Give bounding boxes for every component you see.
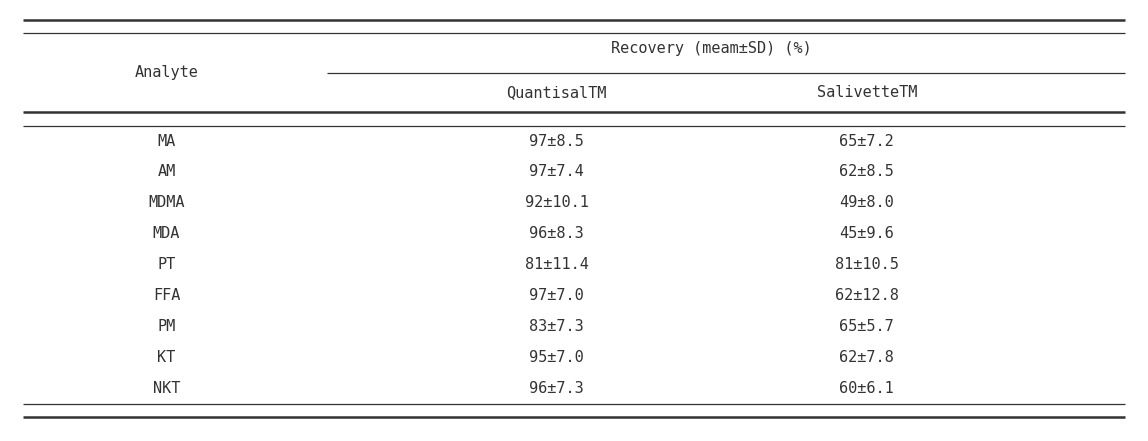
Text: MDMA: MDMA (148, 195, 185, 210)
Text: 97±7.4: 97±7.4 (529, 164, 584, 179)
Text: 65±5.7: 65±5.7 (839, 319, 894, 334)
Text: 62±8.5: 62±8.5 (839, 164, 894, 179)
Text: 45±9.6: 45±9.6 (839, 226, 894, 241)
Text: 96±7.3: 96±7.3 (529, 381, 584, 396)
Text: 60±6.1: 60±6.1 (839, 381, 894, 396)
Text: 62±12.8: 62±12.8 (835, 288, 899, 303)
Text: 97±8.5: 97±8.5 (529, 134, 584, 149)
Text: 49±8.0: 49±8.0 (839, 195, 894, 210)
Text: 95±7.0: 95±7.0 (529, 350, 584, 365)
Text: 65±7.2: 65±7.2 (839, 134, 894, 149)
Text: SalivetteTM: SalivetteTM (816, 85, 917, 100)
Text: FFA: FFA (153, 288, 180, 303)
Text: MDA: MDA (153, 226, 180, 241)
Text: PT: PT (157, 257, 176, 272)
Text: 81±10.5: 81±10.5 (835, 257, 899, 272)
Text: Recovery (meam±SD) (%): Recovery (meam±SD) (%) (612, 41, 812, 56)
Text: KT: KT (157, 350, 176, 365)
Text: PM: PM (157, 319, 176, 334)
Text: NKT: NKT (153, 381, 180, 396)
Text: AM: AM (157, 164, 176, 179)
Text: Analyte: Analyte (134, 65, 199, 80)
Text: 92±10.1: 92±10.1 (525, 195, 589, 210)
Text: 81±11.4: 81±11.4 (525, 257, 589, 272)
Text: MA: MA (157, 134, 176, 149)
Text: 83±7.3: 83±7.3 (529, 319, 584, 334)
Text: 62±7.8: 62±7.8 (839, 350, 894, 365)
Text: 96±8.3: 96±8.3 (529, 226, 584, 241)
Text: 97±7.0: 97±7.0 (529, 288, 584, 303)
Text: QuantisalTM: QuantisalTM (506, 85, 607, 100)
